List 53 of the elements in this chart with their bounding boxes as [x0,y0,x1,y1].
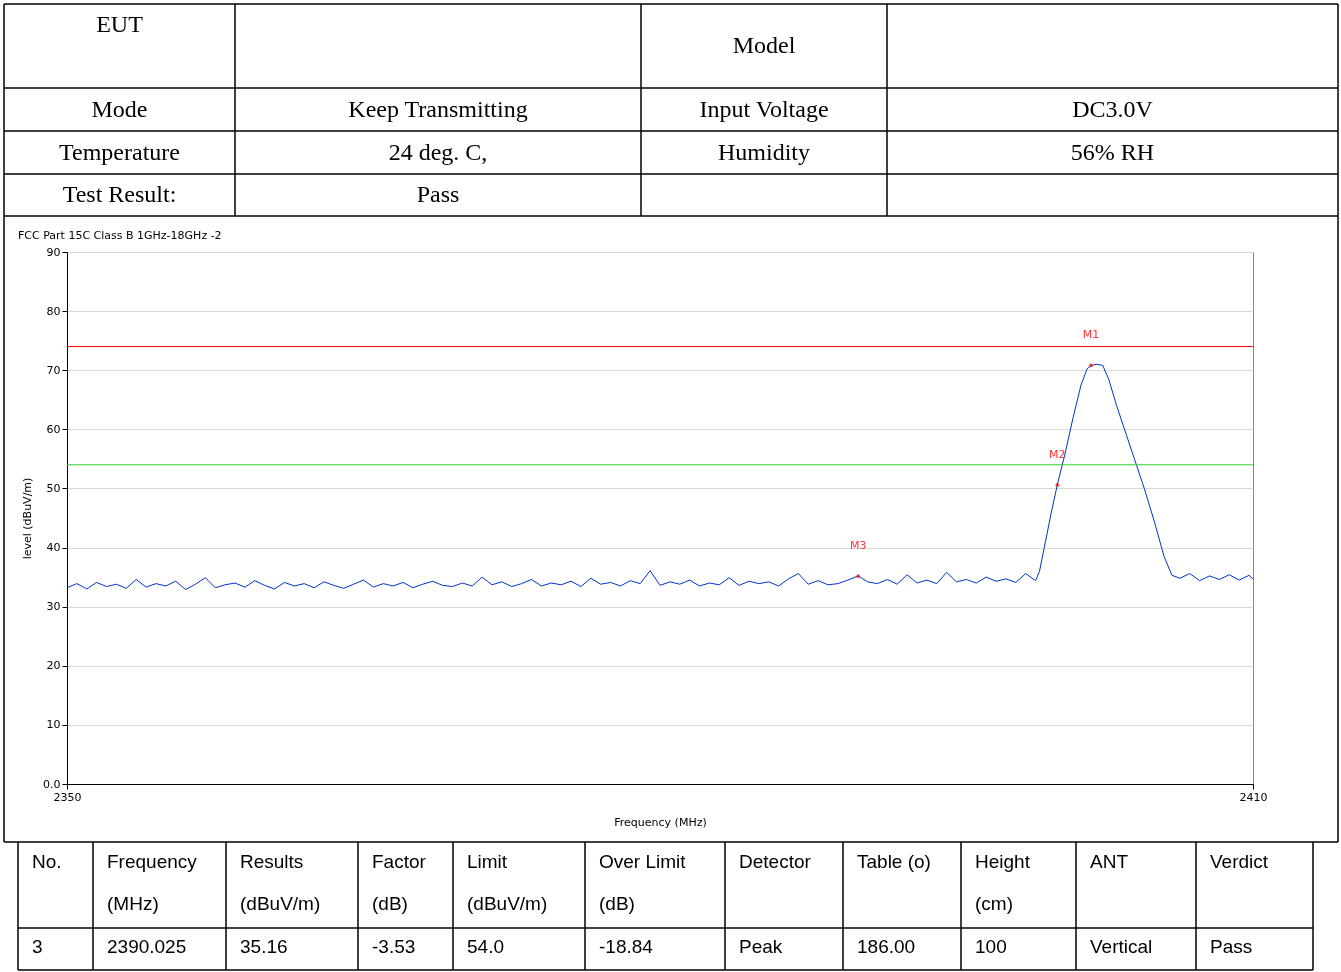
text: Input Voltage [699,95,829,122]
text: Mode [91,95,148,122]
text: 2390.025 [107,936,187,957]
text: 186.00 [857,936,916,957]
text: 100 [975,936,1007,957]
text: Peak [739,936,783,957]
y-axis-title: level (dBuV/m) [21,477,35,560]
text: Frequency (MHz) [107,851,198,914]
text: Vertical [1090,936,1153,957]
text: 56% RH [1070,138,1155,165]
text: Pass [416,181,460,207]
text: ANT [1090,851,1129,872]
annotation: M1 [1082,328,1100,342]
x-tick-label: 2410 [1239,790,1268,804]
text: 35.16 [240,936,288,957]
y-tick-label: 40 [46,541,61,555]
annotation: M3 [849,539,867,553]
text: 24 deg. C, [388,138,488,165]
y-tick-label: 0.0 [43,777,61,791]
text: DC3.0V [1072,95,1154,122]
y-tick-label: 60 [46,422,61,436]
annotation: M2 [1049,447,1066,461]
text: Over Limit (dB) [599,851,687,914]
y-tick-label: 90 [46,245,61,259]
text: -3.53 [372,936,416,957]
text: Keep Transmitting [348,95,528,122]
line-series [66,363,1254,591]
text: Height (cm) [975,851,1031,914]
text: Humidity [717,138,811,165]
text: 3 [32,936,43,957]
x-axis-title: Frequency (MHz) [614,815,707,829]
text: Test Result: [62,181,177,207]
y-tick-label: 10 [46,718,61,732]
text: Pass [1210,936,1253,957]
text: Model [732,32,796,58]
chart-title: FCC Part 15C Class B 1GHz-18GHz -2 [18,229,222,242]
y-tick-label: 80 [46,304,61,318]
y-tick-label: 20 [46,659,61,673]
y-tick-label: 70 [46,363,61,377]
text: Detector [739,851,812,872]
y-tick-label: 50 [46,481,61,495]
text: Limit (dBuV/m) [467,851,548,914]
x-tick-label: 2350 [53,790,82,804]
text: No. [32,851,62,872]
text: Factor (dB) [372,851,427,914]
y-tick-label: 30 [46,600,61,614]
text: Results (dBuV/m) [240,851,321,914]
text: EUT [96,11,144,37]
text: Table (o) [857,851,931,872]
text: Temperature [59,138,180,165]
text: 54.0 [467,936,504,957]
text: Verdict [1210,851,1269,872]
text: -18.84 [599,936,654,957]
